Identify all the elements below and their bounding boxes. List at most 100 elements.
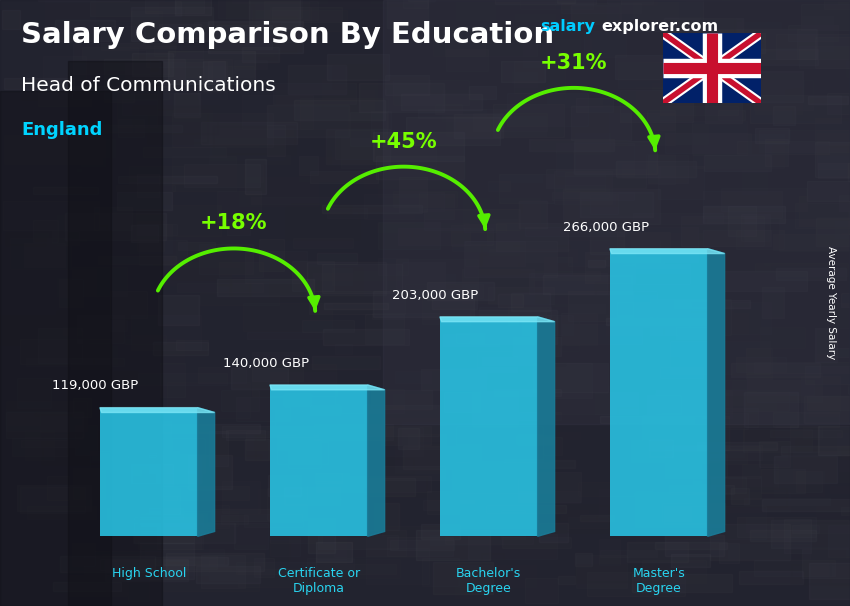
Bar xyxy=(172,256,230,279)
Bar xyxy=(71,542,95,567)
Text: 266,000 GBP: 266,000 GBP xyxy=(563,221,649,233)
Bar xyxy=(198,367,246,383)
Bar xyxy=(335,344,352,353)
Bar xyxy=(82,47,138,59)
Bar xyxy=(129,167,184,184)
Bar xyxy=(300,98,388,129)
Bar xyxy=(252,352,303,381)
Bar xyxy=(774,456,837,483)
Bar xyxy=(422,294,439,324)
Bar xyxy=(251,197,338,204)
Bar xyxy=(57,215,86,246)
Bar xyxy=(796,203,850,228)
Bar xyxy=(736,230,784,249)
Bar xyxy=(372,418,445,441)
Bar xyxy=(458,221,482,232)
Bar xyxy=(144,0,204,13)
Bar xyxy=(235,524,268,549)
Bar xyxy=(95,346,117,373)
Bar xyxy=(599,100,636,124)
Text: Salary Comparison By Education: Salary Comparison By Education xyxy=(21,21,554,49)
Bar xyxy=(26,169,81,188)
Bar xyxy=(554,171,612,204)
Bar xyxy=(623,241,702,268)
Bar xyxy=(719,543,739,563)
Polygon shape xyxy=(439,317,554,322)
Bar xyxy=(796,471,822,492)
Bar xyxy=(506,0,545,5)
Bar xyxy=(238,569,307,587)
Bar xyxy=(273,7,343,22)
Bar xyxy=(441,191,489,210)
Bar xyxy=(748,267,819,281)
Bar xyxy=(20,25,47,36)
Bar xyxy=(138,533,201,549)
Bar xyxy=(672,445,762,460)
Bar xyxy=(567,311,611,320)
Bar xyxy=(757,49,819,65)
Bar xyxy=(703,230,771,247)
Bar xyxy=(191,86,242,93)
Bar xyxy=(670,485,734,494)
Bar xyxy=(770,430,842,437)
Bar xyxy=(586,572,685,596)
Bar xyxy=(584,32,626,58)
Bar xyxy=(704,155,771,171)
Bar xyxy=(722,391,756,405)
Bar xyxy=(493,104,564,137)
Bar xyxy=(700,11,735,45)
Bar xyxy=(762,287,785,318)
Bar xyxy=(802,4,850,30)
Bar xyxy=(580,515,614,521)
Bar xyxy=(626,299,661,327)
Bar xyxy=(470,310,557,344)
Bar xyxy=(133,523,235,543)
Bar xyxy=(533,139,626,153)
Bar xyxy=(316,542,352,562)
Bar xyxy=(76,139,115,171)
Bar xyxy=(81,487,159,505)
Bar xyxy=(697,442,778,450)
Bar xyxy=(396,259,478,289)
Bar xyxy=(293,238,353,248)
Bar xyxy=(622,164,660,179)
Bar xyxy=(760,327,805,348)
Bar xyxy=(848,164,850,181)
Bar xyxy=(486,505,566,513)
Bar xyxy=(564,0,605,27)
Bar xyxy=(149,113,196,142)
Bar xyxy=(35,382,127,415)
Bar xyxy=(277,434,349,442)
Bar xyxy=(10,105,71,124)
Bar xyxy=(761,470,805,493)
Bar xyxy=(463,198,540,230)
Bar xyxy=(338,236,366,251)
Bar xyxy=(742,464,778,490)
Bar xyxy=(541,505,609,532)
Bar xyxy=(496,224,569,251)
Bar xyxy=(609,291,657,323)
Bar xyxy=(543,590,644,605)
Bar xyxy=(53,582,121,590)
Bar xyxy=(617,407,640,434)
Text: +18%: +18% xyxy=(200,213,268,233)
Bar xyxy=(793,88,850,119)
Text: explorer.com: explorer.com xyxy=(601,19,718,35)
Bar xyxy=(552,192,633,200)
Bar xyxy=(399,178,427,211)
Bar xyxy=(65,213,166,240)
Bar xyxy=(308,518,335,553)
Bar xyxy=(815,328,836,362)
Bar xyxy=(73,42,169,74)
Bar xyxy=(401,94,482,110)
Bar xyxy=(754,80,813,110)
Bar xyxy=(211,16,296,52)
Bar xyxy=(631,233,704,248)
Bar xyxy=(632,264,690,284)
Bar xyxy=(161,424,260,433)
Bar xyxy=(409,435,446,448)
Bar xyxy=(322,264,402,293)
Bar xyxy=(374,504,399,530)
Bar xyxy=(403,446,468,469)
Bar xyxy=(405,284,483,298)
